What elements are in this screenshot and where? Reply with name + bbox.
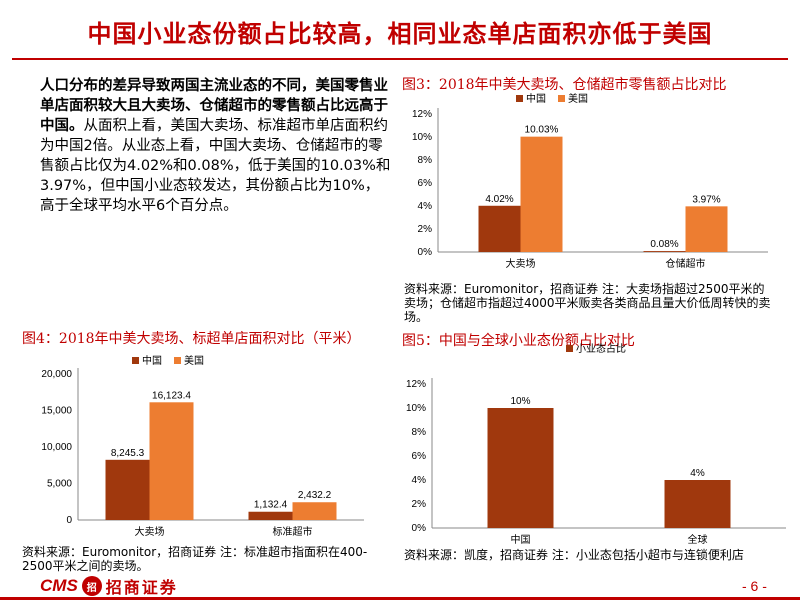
y-tick-label: 8% [418,155,433,166]
x-tick-label: 标准超市 [273,525,313,538]
data-label: 2,432.2 [298,490,332,501]
data-label: 1,132.4 [254,500,288,511]
page-title: 中国小业态份额占比较高，相同业态单店面积亦低于美国 [87,20,713,48]
legend-swatch [132,357,139,364]
x-tick-label: 大卖场 [135,525,165,538]
data-label: 10.03% [525,125,559,136]
bar [149,402,194,520]
data-label: 3.97% [692,194,720,205]
y-tick-label: 0 [66,515,72,526]
data-label: 4.02% [485,194,513,205]
logo-badge-icon: 招 [81,576,102,596]
cms-logo: CMS 招 招商证券 [40,574,178,598]
legend-swatch [174,357,181,364]
bar [643,251,686,252]
x-tick-label: 全球 [688,533,708,544]
logo-cn-text: 招商证券 [105,578,178,597]
y-tick-label: 8% [412,427,427,438]
y-tick-label: 5,000 [47,479,72,490]
legend-label: 中国 [526,92,546,105]
y-tick-label: 20,000 [41,369,72,380]
data-label: 4% [690,468,705,479]
chart-svg: 0 5,000 10,000 15,000 20,000 中国 美国 8,245.3 16,12… [41,354,364,538]
bar [105,459,150,520]
chart-svg: 0% 2% 4% 6% 8% 10% 12% 中国 美国 4.02% 10.03% 大卖场 0.08% 3… [412,92,768,270]
data-label: 16,123.4 [152,390,191,401]
fig5-source: 资料来源：凯度，招商证券 注：小业态包括小超市与连锁便利店 [404,548,744,562]
title-divider [12,58,788,60]
y-tick-label: 2% [412,499,427,510]
summary-bold: 人口分布的差异导致两国主流业态的不同，美国零售业单店面积较大且大卖场、仓储超市的… [40,78,388,134]
bar [292,502,337,520]
fig3-chart: 0% 2% 4% 6% 8% 10% 12% 中国 美国 4.02% 10.03% 大卖场 0.08% 3… [396,92,776,278]
legend-swatch [516,95,523,102]
y-tick-label: 10,000 [41,442,72,453]
fig5-chart: 0% 2% 4% 6% 8% 10% 12% 小业态占比 10% 中国 4% 全球 [386,340,796,544]
fig4-chart: 0 5,000 10,000 15,000 20,000 中国 美国 8,245.3 16,12… [12,352,372,542]
fig3-title: 图3：2018年中美大卖场、仓储超市零售额占比对比 [402,77,727,93]
y-tick-label: 12% [412,109,432,120]
fig4-title: 图4：2018年中美大卖场、标超单店面积对比（平米） [22,331,361,347]
y-tick-label: 4% [412,475,427,486]
logo-cms-text: CMS [40,576,78,595]
legend-swatch [558,95,565,102]
bar [248,511,293,520]
x-tick-label: 大卖场 [506,257,536,270]
bar [685,206,728,252]
y-tick-label: 12% [406,379,426,390]
y-tick-label: 6% [412,451,427,462]
y-tick-label: 10% [412,132,432,143]
data-label: 10% [510,396,530,407]
y-tick-label: 15,000 [41,406,72,417]
chart-svg: 0% 2% 4% 6% 8% 10% 12% 小业态占比 10% 中国 4% 全球 [406,342,786,544]
bar [520,136,563,252]
y-tick-label: 2% [418,224,433,235]
fig4-source: 资料来源：Euromonitor，招商证券 注：标准超市指面积在400-2500… [22,545,368,573]
legend-swatch [566,345,573,352]
footer-divider [0,597,800,600]
legend-label: 小业态占比 [576,342,626,355]
summary-normal: 从面积上看，美国大卖场、标准超市单店面积约为中国2倍。从业态上看，中国大卖场、仓… [40,118,391,214]
y-tick-label: 0% [418,247,433,258]
legend-label: 美国 [568,92,588,105]
bar [487,408,554,528]
y-tick-label: 6% [418,178,433,189]
bar [664,480,731,528]
y-tick-label: 10% [406,403,426,414]
y-tick-label: 0% [412,523,427,534]
y-tick-label: 4% [418,201,433,212]
fig3-source: 资料来源：Euromonitor，招商证券 注：大卖场指超过2500平米的卖场；… [404,282,771,324]
fig5-title: 图5：中国与全球小业态份额占比对比 [402,333,635,349]
data-label: 0.08% [650,239,678,250]
page-number: - 6 - [742,578,767,594]
legend-label: 中国 [142,354,162,367]
bar [478,205,521,252]
data-label: 8,245.3 [111,448,145,459]
legend-label: 美国 [184,354,204,367]
x-tick-label: 仓储超市 [666,257,706,270]
summary-paragraph: 人口分布的差异导致两国主流业态的不同，美国零售业单店面积较大且大卖场、仓储超市的… [40,76,392,216]
x-tick-label: 中国 [511,533,531,544]
